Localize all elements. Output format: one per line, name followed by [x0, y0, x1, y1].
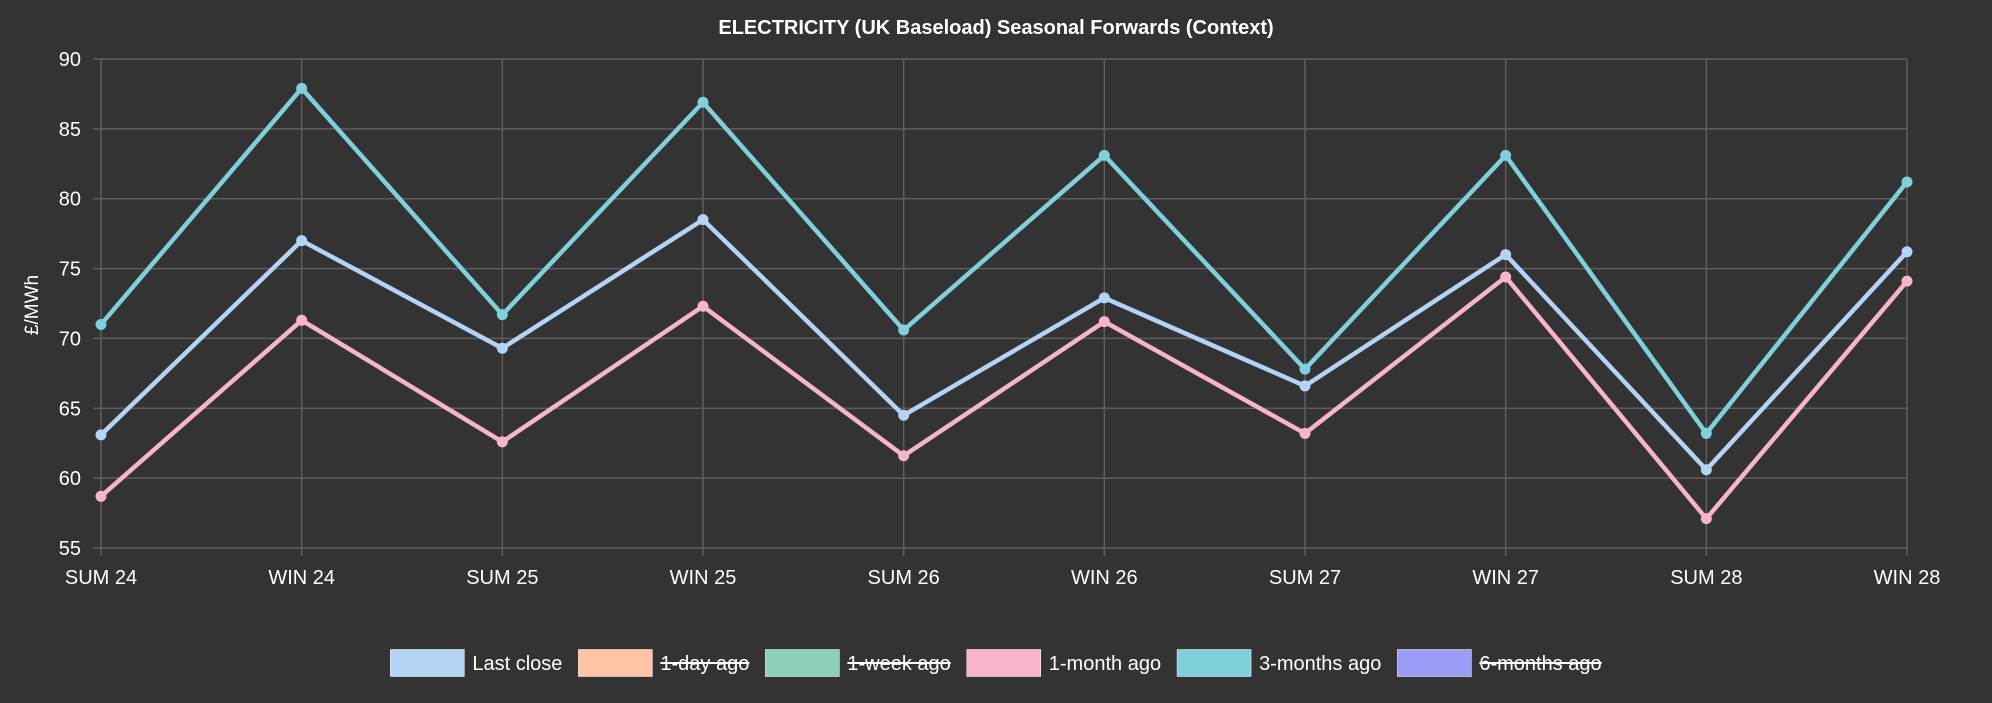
data-point[interactable] — [95, 318, 107, 330]
data-point[interactable] — [496, 436, 508, 448]
series-line-3-months-ago — [99, 84, 1909, 438]
legend-swatch — [1397, 649, 1472, 677]
legend-item-3-months-ago[interactable]: 3-months ago — [1176, 649, 1381, 677]
y-tick-label: 55 — [59, 538, 81, 560]
legend-swatch — [1176, 649, 1252, 677]
y-tick-label: 60 — [59, 468, 81, 490]
data-point[interactable] — [898, 450, 910, 462]
x-tick-label: SUM 24 — [65, 567, 137, 589]
x-tick-label: WIN 27 — [1472, 567, 1539, 589]
legend-label: Last close — [472, 653, 562, 675]
data-point[interactable] — [1098, 316, 1110, 328]
grid-lines — [93, 58, 1908, 556]
data-point[interactable] — [296, 235, 308, 247]
data-point[interactable] — [1299, 363, 1311, 375]
data-point[interactable] — [1098, 149, 1110, 161]
x-tick-label: WIN 26 — [1071, 567, 1138, 589]
data-point[interactable] — [697, 214, 709, 226]
data-point[interactable] — [95, 429, 107, 441]
data-point[interactable] — [898, 324, 910, 336]
x-tick-label: SUM 25 — [466, 567, 538, 589]
legend-swatch — [966, 649, 1042, 677]
legend-swatch — [765, 649, 840, 677]
y-tick-label: 70 — [59, 328, 81, 350]
data-point[interactable] — [1299, 427, 1311, 439]
data-point[interactable] — [1500, 149, 1512, 161]
data-point[interactable] — [496, 342, 508, 354]
data-point[interactable] — [496, 309, 508, 321]
x-tick-label: WIN 24 — [268, 567, 335, 589]
legend-label: 3-months ago — [1259, 653, 1381, 675]
data-point[interactable] — [697, 300, 709, 312]
y-tick-label: 80 — [59, 189, 81, 211]
data-point[interactable] — [1901, 275, 1913, 287]
data-point[interactable] — [1299, 380, 1311, 392]
data-point[interactable] — [296, 82, 308, 94]
data-point[interactable] — [1500, 271, 1512, 283]
x-tick-label: SUM 27 — [1269, 567, 1341, 589]
legend-item-1-week-ago[interactable]: 1-week ago — [765, 649, 951, 677]
y-axis-label: £/MWh — [22, 275, 43, 335]
legend-item-6-months-ago[interactable]: 6-months ago — [1397, 649, 1602, 677]
data-point[interactable] — [1700, 427, 1712, 439]
y-tick-label: 85 — [59, 119, 81, 141]
legend-swatch — [390, 649, 465, 677]
data-point[interactable] — [697, 96, 709, 108]
x-tick-label: WIN 25 — [670, 567, 737, 589]
y-tick-label: 75 — [59, 259, 81, 281]
legend-item-1-month-ago[interactable]: 1-month ago — [966, 649, 1161, 677]
data-point[interactable] — [1098, 292, 1110, 304]
chart-title: ELECTRICITY (UK Baseload) Seasonal Forwa… — [718, 17, 1273, 39]
y-tick-label: 90 — [59, 49, 81, 71]
x-tick-label: WIN 28 — [1874, 567, 1941, 589]
data-point[interactable] — [1901, 176, 1913, 188]
axis-tick-labels: 55 60 65 70 75 80 85 90 SUM 24 WIN 24 SUM 25 WIN 25… — [59, 49, 1941, 589]
legend-item-1-day-ago[interactable]: 1-day ago — [578, 649, 750, 677]
data-point[interactable] — [1700, 513, 1712, 525]
series-line-1-month-ago — [99, 273, 1909, 523]
legend-swatch — [578, 649, 653, 677]
legend: Last close 1-day ago 1-week ago 1-month ago… — [390, 649, 1602, 677]
x-tick-label: SUM 28 — [1670, 567, 1742, 589]
x-tick-label: SUM 26 — [868, 567, 940, 589]
data-point[interactable] — [95, 490, 107, 502]
data-point[interactable] — [1500, 249, 1512, 261]
series-line-last-close — [99, 216, 1909, 474]
y-tick-label: 65 — [59, 398, 81, 420]
legend-label: 1-month ago — [1049, 653, 1161, 675]
data-point[interactable] — [296, 314, 308, 326]
legend-item-last-close[interactable]: Last close — [390, 649, 562, 677]
data-point[interactable] — [1901, 246, 1913, 258]
series-layer — [95, 82, 1913, 525]
data-point[interactable] — [898, 409, 910, 421]
data-point[interactable] — [1700, 464, 1712, 476]
